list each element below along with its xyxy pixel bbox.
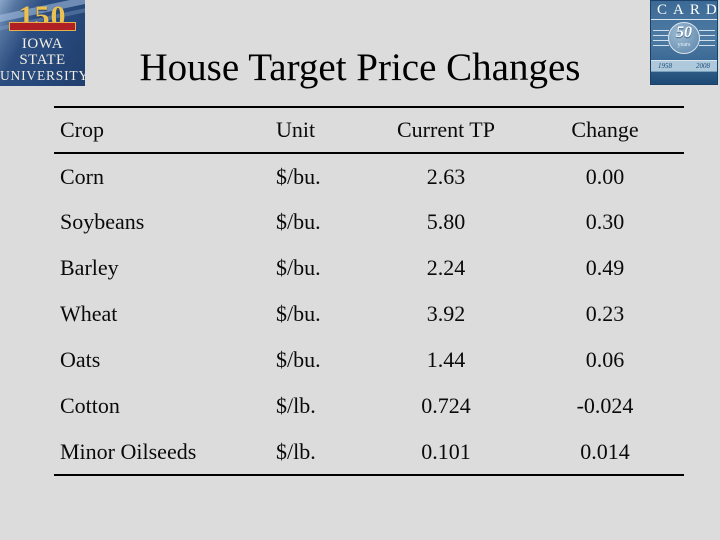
cell-crop: Corn [60,163,104,189]
cell-crop: Cotton [60,393,120,418]
cell-change: 0.30 [585,209,625,234]
price-table-container: Crop Unit Current TP Change Corn $/bu. 2… [54,106,684,476]
table-row: Soybeans $/bu. 5.80 0.30 [54,199,684,245]
cell-current-tp: 0.724 [421,393,471,418]
card-years-band: 1958 2008 [651,60,717,72]
iowa-state-university-logo: 150 IOWA STATE UNIVERSITY [0,0,85,86]
isu-red-ribbon [9,22,76,31]
card-logo: CARD 50 years 1958 2008 [650,0,718,85]
cell-current-tp: 2.24 [426,255,466,280]
card-years-word: years [677,42,691,48]
cell-unit: $/bu. [276,347,321,372]
table-header-row: Crop Unit Current TP Change [54,107,684,153]
table-row: Barley $/bu. 2.24 0.49 [54,245,684,291]
card-lines-decoration [699,30,715,46]
cell-unit: $/bu. [276,209,321,234]
table-row: Cotton $/lb. 0.724 -0.024 [54,383,684,429]
cell-unit: $/bu. [276,255,321,280]
page-title: House Target Price Changes [139,46,581,89]
header-unit: Unit [276,117,316,142]
table-row: Wheat $/bu. 3.92 0.23 [54,291,684,337]
cell-current-tp: 5.80 [426,209,466,234]
card-globe-icon: 50 years [668,22,700,54]
header-change: Change [571,117,639,142]
cell-crop: Barley [60,255,119,280]
cell-current-tp: 3.92 [426,301,466,326]
card-letters: CARD [651,1,717,20]
cell-unit: $/bu. [276,301,321,326]
card-globe-area: 50 years [651,20,717,60]
cell-crop: Oats [60,347,101,372]
cell-unit: $/lb. [276,438,316,464]
cell-change: 0.49 [585,255,625,280]
isu-name-line2: UNIVERSITY [0,68,85,83]
cell-crop: Minor Oilseeds [60,438,197,464]
cell-current-tp: 1.44 [426,347,466,372]
table-row: Oats $/bu. 1.44 0.06 [54,337,684,383]
header-current-tp: Current TP [397,117,495,142]
cell-crop: Soybeans [60,209,145,234]
table-row: Minor Oilseeds $/lb. 0.101 0.014 [54,429,684,475]
cell-change: 0.23 [585,301,625,326]
target-price-table: Crop Unit Current TP Change Corn $/bu. 2… [54,106,684,476]
cell-unit: $/bu. [276,163,321,189]
card-year-end: 2008 [696,62,710,70]
card-lines-decoration [653,30,669,46]
cell-unit: $/lb. [276,393,316,418]
cell-change: 0.00 [585,163,625,189]
isu-name-line1: IOWA STATE [19,36,66,68]
header-crop: Crop [60,117,104,142]
cell-change: 0.06 [585,347,625,372]
cell-change: -0.024 [576,393,634,418]
cell-current-tp: 2.63 [426,163,466,189]
card-50-anniversary-text: 50 [676,24,692,41]
cell-crop: Wheat [60,301,118,326]
cell-change: 0.014 [580,438,630,464]
card-year-start: 1958 [658,62,672,70]
table-row: Corn $/bu. 2.63 0.00 [54,153,684,199]
cell-current-tp: 0.101 [421,438,471,464]
